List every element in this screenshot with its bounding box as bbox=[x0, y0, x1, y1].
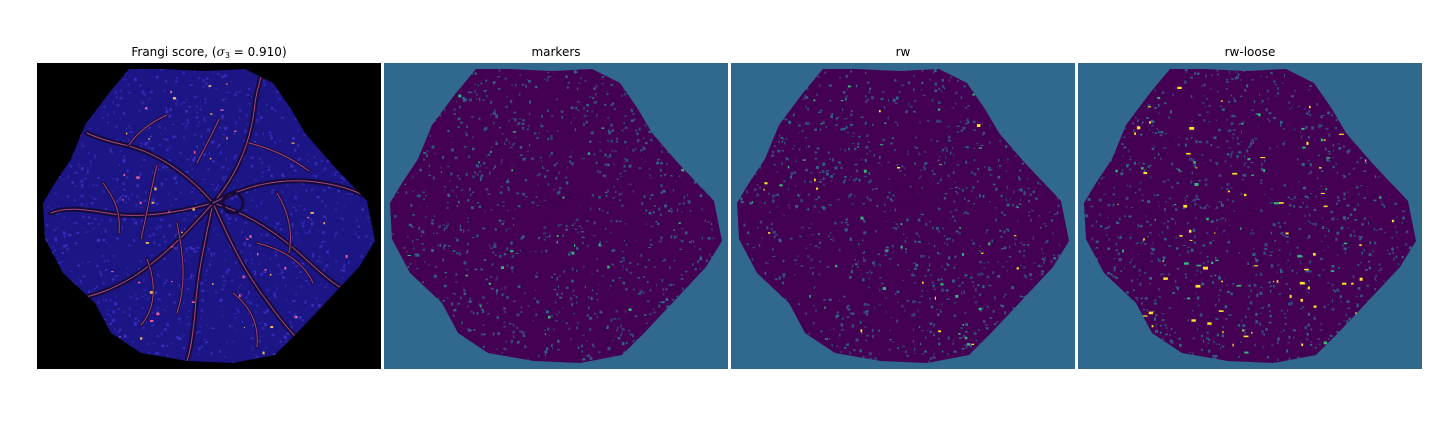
frangi-score-canvas bbox=[37, 63, 381, 369]
rw-loose-canvas bbox=[1078, 63, 1422, 369]
markers-canvas bbox=[384, 63, 728, 369]
vessel-layer bbox=[395, 69, 713, 363]
vessel-layer bbox=[1089, 69, 1407, 363]
frangi-score-image bbox=[37, 63, 381, 369]
vessel-layer bbox=[48, 69, 366, 363]
markers-panel-title: markers bbox=[531, 45, 581, 59]
rw-canvas bbox=[731, 63, 1075, 369]
rw-loose-image bbox=[1078, 63, 1422, 369]
frangi-panel-title: Frangi score, (σ3 = 0.910) bbox=[131, 45, 287, 60]
rw-loose-panel-title: rw-loose bbox=[1224, 45, 1276, 59]
markers-image bbox=[384, 63, 728, 369]
rw-image bbox=[731, 63, 1075, 369]
rw-panel-title: rw bbox=[895, 45, 911, 59]
